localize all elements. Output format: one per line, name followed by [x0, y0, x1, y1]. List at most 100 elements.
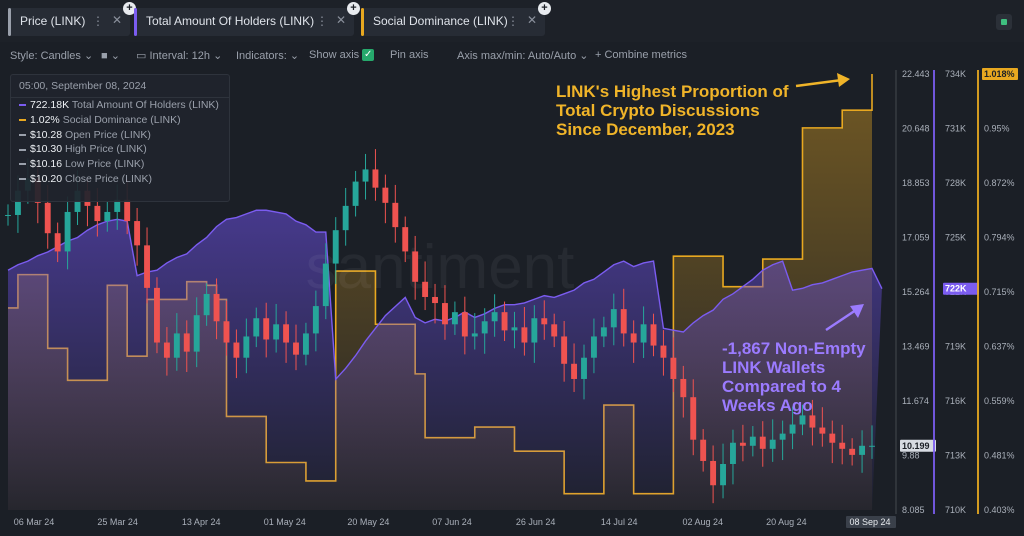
annotation-holders-line: Compared to 4 — [722, 377, 842, 396]
color-select[interactable]: ■ ⌄ — [101, 49, 120, 62]
price-candle — [382, 187, 389, 203]
price-candle — [372, 169, 379, 188]
combine-metrics-button[interactable]: + Combine metrics — [595, 49, 687, 61]
chart-toolbar: Style: Candles ⌄ ■ ⌄ ▭ Interval: 12h ⌄ I… — [0, 46, 1024, 66]
price-axis-tick-label: 22.443 — [902, 69, 930, 79]
price-candle — [739, 442, 746, 446]
price-candle — [759, 436, 766, 449]
price-candle — [44, 202, 51, 234]
annotation-social: LINK's Highest Proportion of Total Crypt… — [556, 82, 789, 139]
chevron-down-icon: ⌄ — [213, 50, 223, 62]
tab-social[interactable]: Social Dominance (LINK) ⋮ ✕ + — [361, 2, 551, 36]
price-candle — [322, 263, 329, 307]
price-candle — [809, 415, 816, 428]
show-axis-toggle[interactable]: Show axis ✓ — [309, 49, 375, 62]
social-axis-last-value-label: 1.018% — [984, 69, 1015, 79]
price-candle — [442, 303, 448, 325]
legend-swatch — [19, 104, 26, 107]
price-candle — [531, 318, 538, 343]
add-metric-icon[interactable]: + — [538, 2, 551, 15]
price-candle — [581, 357, 587, 379]
holders-axis-last-value-badge — [943, 282, 979, 295]
legend-value: $10.16 — [30, 158, 63, 171]
tab-holders[interactable]: Total Amount Of Holders (LINK) ⋮ ✕ + — [134, 2, 360, 36]
tab-holders-color — [134, 8, 137, 36]
x-axis-tick-label: 20 May 24 — [347, 517, 389, 527]
chevron-down-icon: ⌄ — [110, 50, 120, 62]
chevron-down-icon: ⌄ — [84, 50, 94, 62]
price-candle — [590, 336, 597, 358]
legend-value: $10.20 — [30, 172, 63, 185]
add-metric-icon[interactable]: + — [347, 2, 360, 15]
panel-toggle-button[interactable] — [996, 14, 1012, 30]
chart-canvas[interactable]: santiment 22.443 20.648 18.853 17.059 15.264 1… — [0, 66, 1024, 536]
price-candle — [551, 324, 558, 337]
price-candle — [620, 309, 627, 334]
price-candle — [243, 336, 250, 358]
legend-swatch — [19, 178, 26, 181]
pin-axis-toggle[interactable]: Pin axis — [390, 49, 429, 61]
add-metric-icon[interactable]: + — [123, 2, 136, 15]
annotation-social-arrowhead — [837, 73, 850, 87]
price-candle — [432, 296, 438, 304]
price-candle — [263, 318, 270, 340]
tab-price-label: Price (LINK) — [20, 14, 86, 28]
price-candle — [600, 327, 607, 337]
interval-label: Interval: 12h — [149, 50, 211, 62]
interval-select[interactable]: ▭ Interval: 12h ⌄ — [136, 49, 222, 62]
axis-minmax-select[interactable]: Axis max/min: Auto/Auto ⌄ — [457, 49, 589, 62]
legend-swatch — [19, 148, 26, 151]
metric-tabs: Price (LINK) ⋮ ✕ + Total Amount Of Holde… — [0, 0, 1024, 42]
price-axis-last-value-badge — [900, 439, 936, 452]
more-icon[interactable]: ⋮ — [316, 14, 328, 28]
price-candle — [491, 312, 498, 322]
price-candle — [203, 293, 210, 316]
price-candle — [352, 181, 359, 206]
social-axis-tick-label: 0.872% — [984, 178, 1015, 188]
more-icon[interactable]: ⋮ — [507, 14, 519, 28]
close-icon[interactable]: ✕ — [111, 13, 122, 27]
price-candle — [64, 211, 71, 252]
close-icon[interactable]: ✕ — [335, 13, 346, 27]
price-candle — [5, 214, 11, 216]
price-candle — [690, 397, 697, 440]
price-candle — [511, 327, 518, 331]
legend-name: Social Dominance (LINK) — [62, 113, 181, 126]
x-axis-tick-label: 07 Jun 24 — [432, 517, 472, 527]
legend-row-high: $10.30 High Price (LINK) — [11, 142, 229, 157]
price-axis-tick-label: 11.674 — [902, 396, 929, 406]
price-candle — [720, 463, 726, 486]
price-axis-tick-label: 18.853 — [902, 178, 930, 188]
price-axis-tick-label: 17.059 — [902, 233, 930, 243]
price-candle — [144, 245, 150, 288]
price-candle — [94, 205, 101, 222]
price-candle — [312, 306, 319, 334]
price-axis-tick-label: 9.88 — [902, 451, 920, 461]
indicators-select[interactable]: Indicators: ⌄ — [236, 49, 299, 62]
checkbox-checked-icon[interactable]: ✓ — [362, 49, 375, 62]
price-candle — [233, 342, 240, 358]
pin-axis-label: Pin axis — [390, 49, 429, 61]
price-candle — [610, 309, 617, 328]
holders-axis-last-value-label: 722K — [945, 284, 967, 294]
panel-toggle-icon — [1001, 19, 1007, 25]
legend-value: 1.02% — [30, 113, 60, 126]
tab-price[interactable]: Price (LINK) ⋮ ✕ + — [8, 2, 136, 36]
legend-swatch — [19, 119, 26, 122]
holders-area — [8, 210, 882, 510]
tab-social-label: Social Dominance (LINK) — [373, 14, 508, 28]
x-axis-tick-label: 06 Mar 24 — [14, 517, 55, 527]
close-icon[interactable]: ✕ — [526, 13, 537, 27]
price-candle — [402, 227, 409, 252]
social-axis-tick-label: 0.637% — [984, 342, 1015, 352]
legend-swatch — [19, 133, 26, 136]
style-select[interactable]: Style: Candles ⌄ — [10, 49, 93, 62]
price-candle — [451, 312, 458, 325]
legend-name: Total Amount Of Holders (LINK) — [71, 99, 219, 111]
style-select-label: Style: Candles — [10, 50, 81, 62]
more-icon[interactable]: ⋮ — [92, 14, 104, 28]
chevron-down-icon: ⌄ — [289, 50, 300, 62]
price-candle — [571, 363, 578, 379]
price-candle — [362, 169, 369, 182]
price-candle — [14, 190, 21, 215]
